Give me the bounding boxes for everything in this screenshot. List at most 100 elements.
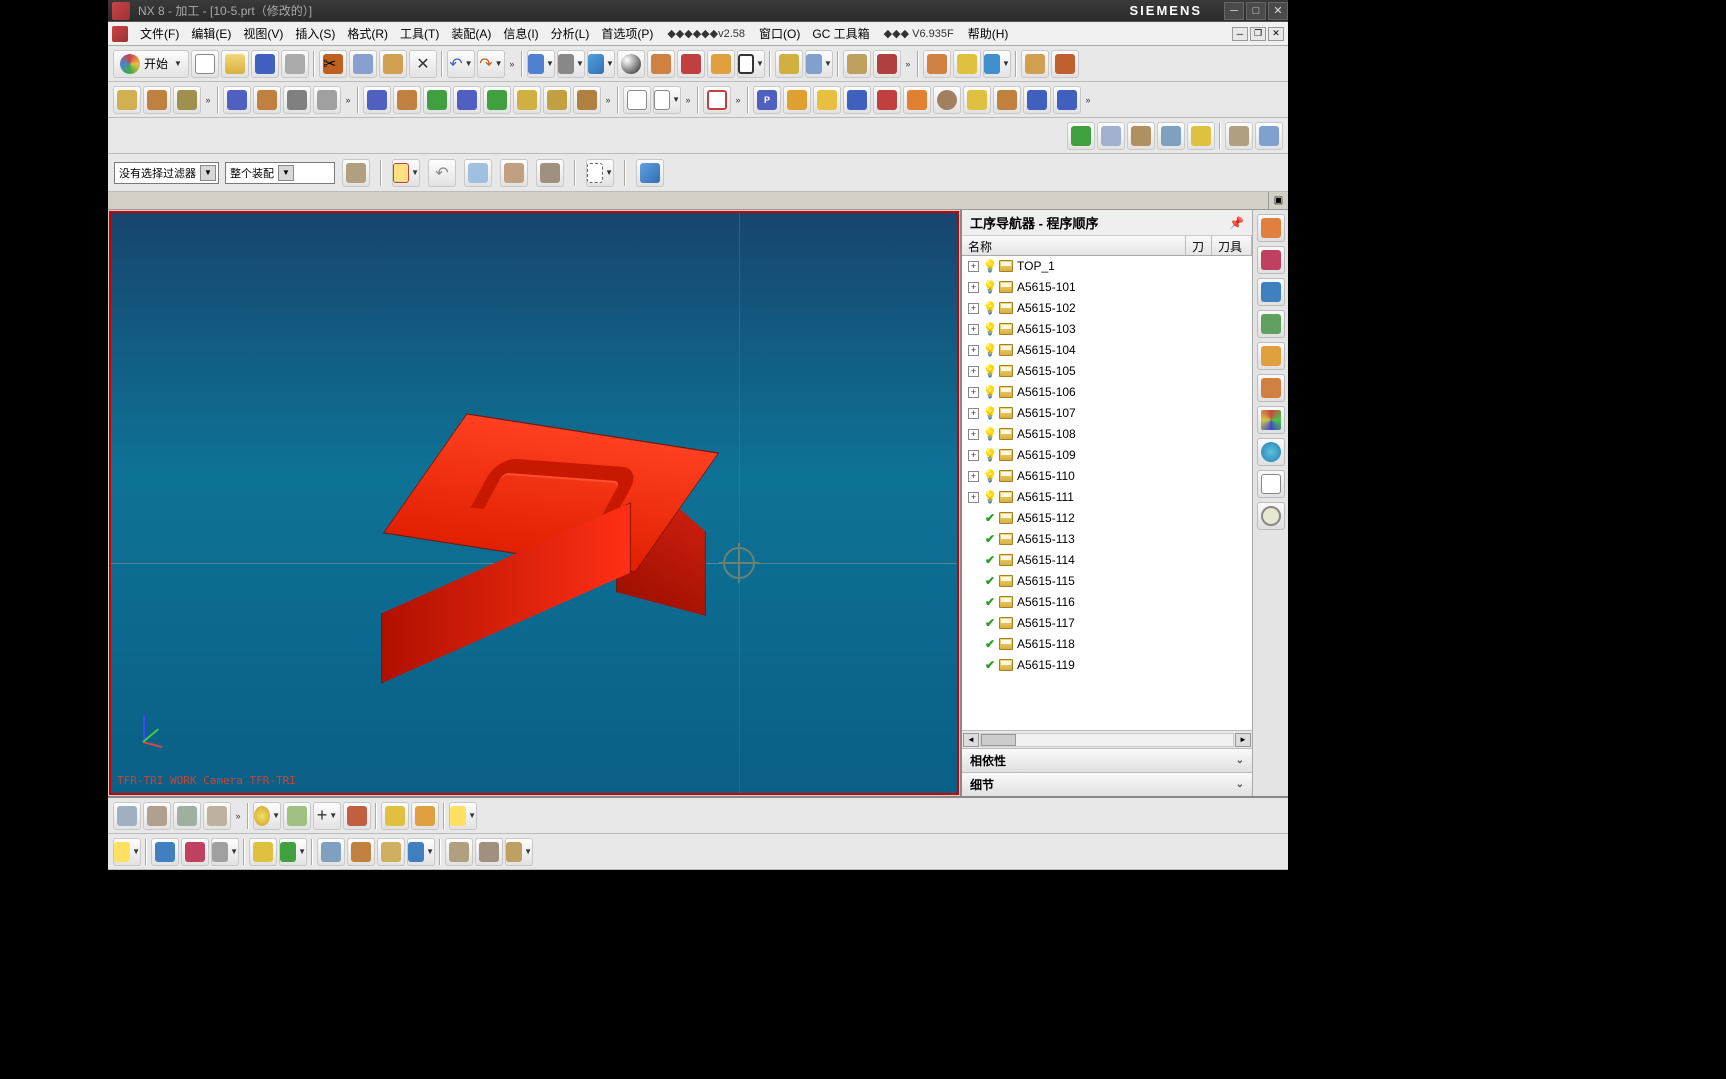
scroll-thumb[interactable] bbox=[981, 734, 1016, 746]
sel-body-button[interactable] bbox=[636, 159, 664, 187]
menu-plugin-1[interactable]: ◆◆◆◆◆◆v2.58 bbox=[659, 27, 753, 40]
expand-toggle[interactable]: + bbox=[968, 450, 979, 461]
tree-row[interactable]: ✔A5615-116 bbox=[962, 592, 1252, 613]
tree-row[interactable]: ✔A5615-119 bbox=[962, 655, 1252, 676]
toolbar-overflow-icon[interactable]: » bbox=[732, 95, 744, 105]
expand-toggle[interactable]: + bbox=[968, 387, 979, 398]
rb-assembly-icon[interactable] bbox=[1257, 214, 1285, 242]
doc-minimize-button[interactable]: ─ bbox=[1232, 27, 1248, 41]
show-3d-button[interactable]: ▼ bbox=[653, 86, 681, 114]
menu-view[interactable]: 视图(V) bbox=[237, 23, 289, 44]
meas-1-button[interactable] bbox=[1021, 50, 1049, 78]
b1-9-button[interactable] bbox=[381, 802, 409, 830]
b1-6-button[interactable] bbox=[283, 802, 311, 830]
tree-row[interactable]: ✔A5615-112 bbox=[962, 508, 1252, 529]
view-shade-button[interactable] bbox=[617, 50, 645, 78]
b2-3-button[interactable] bbox=[181, 838, 209, 866]
redo-button[interactable]: ↷▼ bbox=[477, 50, 505, 78]
scroll-right-button[interactable]: ► bbox=[1235, 733, 1251, 747]
b2-7-button[interactable] bbox=[317, 838, 345, 866]
menu-assembly[interactable]: 装配(A) bbox=[445, 23, 497, 44]
toolbar-overflow-icon[interactable]: » bbox=[232, 811, 244, 821]
workshop-6-button[interactable] bbox=[993, 86, 1021, 114]
workshop-5-button[interactable] bbox=[963, 86, 991, 114]
expand-toggle[interactable]: + bbox=[968, 324, 979, 335]
toolbar-overflow-icon[interactable]: » bbox=[902, 59, 914, 69]
menu-file[interactable]: 文件(F) bbox=[134, 23, 185, 44]
delete-button[interactable]: ✕ bbox=[409, 50, 437, 78]
save-button[interactable] bbox=[251, 50, 279, 78]
paste-button[interactable] bbox=[379, 50, 407, 78]
tree-row[interactable]: +💡A5615-111 bbox=[962, 487, 1252, 508]
tree-row[interactable]: +💡TOP_1 bbox=[962, 256, 1252, 277]
expand-toggle[interactable]: + bbox=[968, 492, 979, 503]
list-tool-button[interactable] bbox=[543, 86, 571, 114]
post-button[interactable]: P bbox=[753, 86, 781, 114]
toolbar-overflow-icon[interactable]: » bbox=[506, 59, 518, 69]
rb-browser-icon[interactable] bbox=[1257, 374, 1285, 402]
b1-7-button[interactable]: +▼ bbox=[313, 802, 341, 830]
util-6-button[interactable] bbox=[1225, 122, 1253, 150]
b1-8-button[interactable] bbox=[343, 802, 371, 830]
util-4-button[interactable] bbox=[1157, 122, 1185, 150]
bg-color-button[interactable]: ▼ bbox=[737, 50, 765, 78]
verify-button[interactable] bbox=[363, 86, 391, 114]
tree-row[interactable]: +💡A5615-107 bbox=[962, 403, 1252, 424]
section-dependencies[interactable]: 相依性 ⌄ bbox=[962, 748, 1252, 772]
menu-analysis[interactable]: 分析(L) bbox=[545, 23, 596, 44]
b2-2-button[interactable] bbox=[151, 838, 179, 866]
sel-mode-4-button[interactable] bbox=[536, 159, 564, 187]
toolbar-overflow-icon[interactable]: » bbox=[682, 95, 694, 105]
scroll-left-button[interactable]: ◄ bbox=[963, 733, 979, 747]
copy-button[interactable] bbox=[349, 50, 377, 78]
generate-path-button[interactable] bbox=[223, 86, 251, 114]
nx-menu-icon[interactable] bbox=[112, 26, 128, 42]
tree-row[interactable]: +💡A5615-101 bbox=[962, 277, 1252, 298]
workshop-2-button[interactable] bbox=[873, 86, 901, 114]
tree-row[interactable]: +💡A5615-108 bbox=[962, 424, 1252, 445]
rb-reuse-icon[interactable] bbox=[1257, 310, 1285, 338]
expand-toggle[interactable]: + bbox=[968, 303, 979, 314]
undo-button[interactable]: ↶▼ bbox=[447, 50, 475, 78]
expand-toggle[interactable]: + bbox=[968, 345, 979, 356]
menu-edit[interactable]: 编辑(E) bbox=[185, 23, 237, 44]
op-2-button[interactable] bbox=[873, 50, 901, 78]
nc-output-button[interactable] bbox=[813, 86, 841, 114]
column-tool-change[interactable]: 刀 bbox=[1186, 236, 1212, 255]
layer-button[interactable]: ▼ bbox=[805, 50, 833, 78]
view-wireframe-button[interactable] bbox=[647, 50, 675, 78]
b1-2-button[interactable] bbox=[143, 802, 171, 830]
b2-1-button[interactable]: ▼ bbox=[113, 838, 141, 866]
sel-mode-1-button[interactable]: ▼ bbox=[392, 159, 420, 187]
tree-row[interactable]: +💡A5615-110 bbox=[962, 466, 1252, 487]
create-geometry-button[interactable] bbox=[173, 86, 201, 114]
menu-help[interactable]: 帮助(H) bbox=[962, 23, 1015, 44]
expand-toggle[interactable]: + bbox=[968, 408, 979, 419]
rb-process-icon[interactable] bbox=[1257, 438, 1285, 466]
batch-button[interactable] bbox=[573, 86, 601, 114]
sel-mode-3-button[interactable] bbox=[500, 159, 528, 187]
list-path-button[interactable] bbox=[513, 86, 541, 114]
b1-4-button[interactable] bbox=[203, 802, 231, 830]
start-button[interactable]: 开始▼ bbox=[113, 50, 189, 78]
view-orient-button[interactable]: ▼ bbox=[557, 50, 585, 78]
mfg-3-button[interactable]: ▼ bbox=[983, 50, 1011, 78]
view-light-button[interactable] bbox=[707, 50, 735, 78]
tree-row[interactable]: +💡A5615-102 bbox=[962, 298, 1252, 319]
column-name[interactable]: 名称 bbox=[962, 236, 1186, 255]
navigator-hscroll[interactable]: ◄ ► bbox=[962, 730, 1252, 748]
rb-clock-icon[interactable] bbox=[1257, 502, 1285, 530]
workshop-1-button[interactable] bbox=[843, 86, 871, 114]
maximize-button[interactable]: □ bbox=[1246, 2, 1266, 20]
viewport-3d[interactable]: TFR-TRI WORK Camera TFR-TRI bbox=[109, 211, 959, 795]
menu-gc-toolbox[interactable]: GC 工具箱 bbox=[806, 23, 875, 44]
b2-8-button[interactable] bbox=[347, 838, 375, 866]
menu-insert[interactable]: 插入(S) bbox=[289, 23, 341, 44]
b2-11-button[interactable] bbox=[445, 838, 473, 866]
b2-10-button[interactable]: ▼ bbox=[407, 838, 435, 866]
toolbar-overflow-icon[interactable]: » bbox=[602, 95, 614, 105]
assembly-scope-combo[interactable]: 整个装配 ▼ bbox=[225, 162, 335, 184]
shop-doc-button[interactable] bbox=[783, 86, 811, 114]
b1-5-button[interactable]: ▼ bbox=[253, 802, 281, 830]
machine-button[interactable] bbox=[483, 86, 511, 114]
